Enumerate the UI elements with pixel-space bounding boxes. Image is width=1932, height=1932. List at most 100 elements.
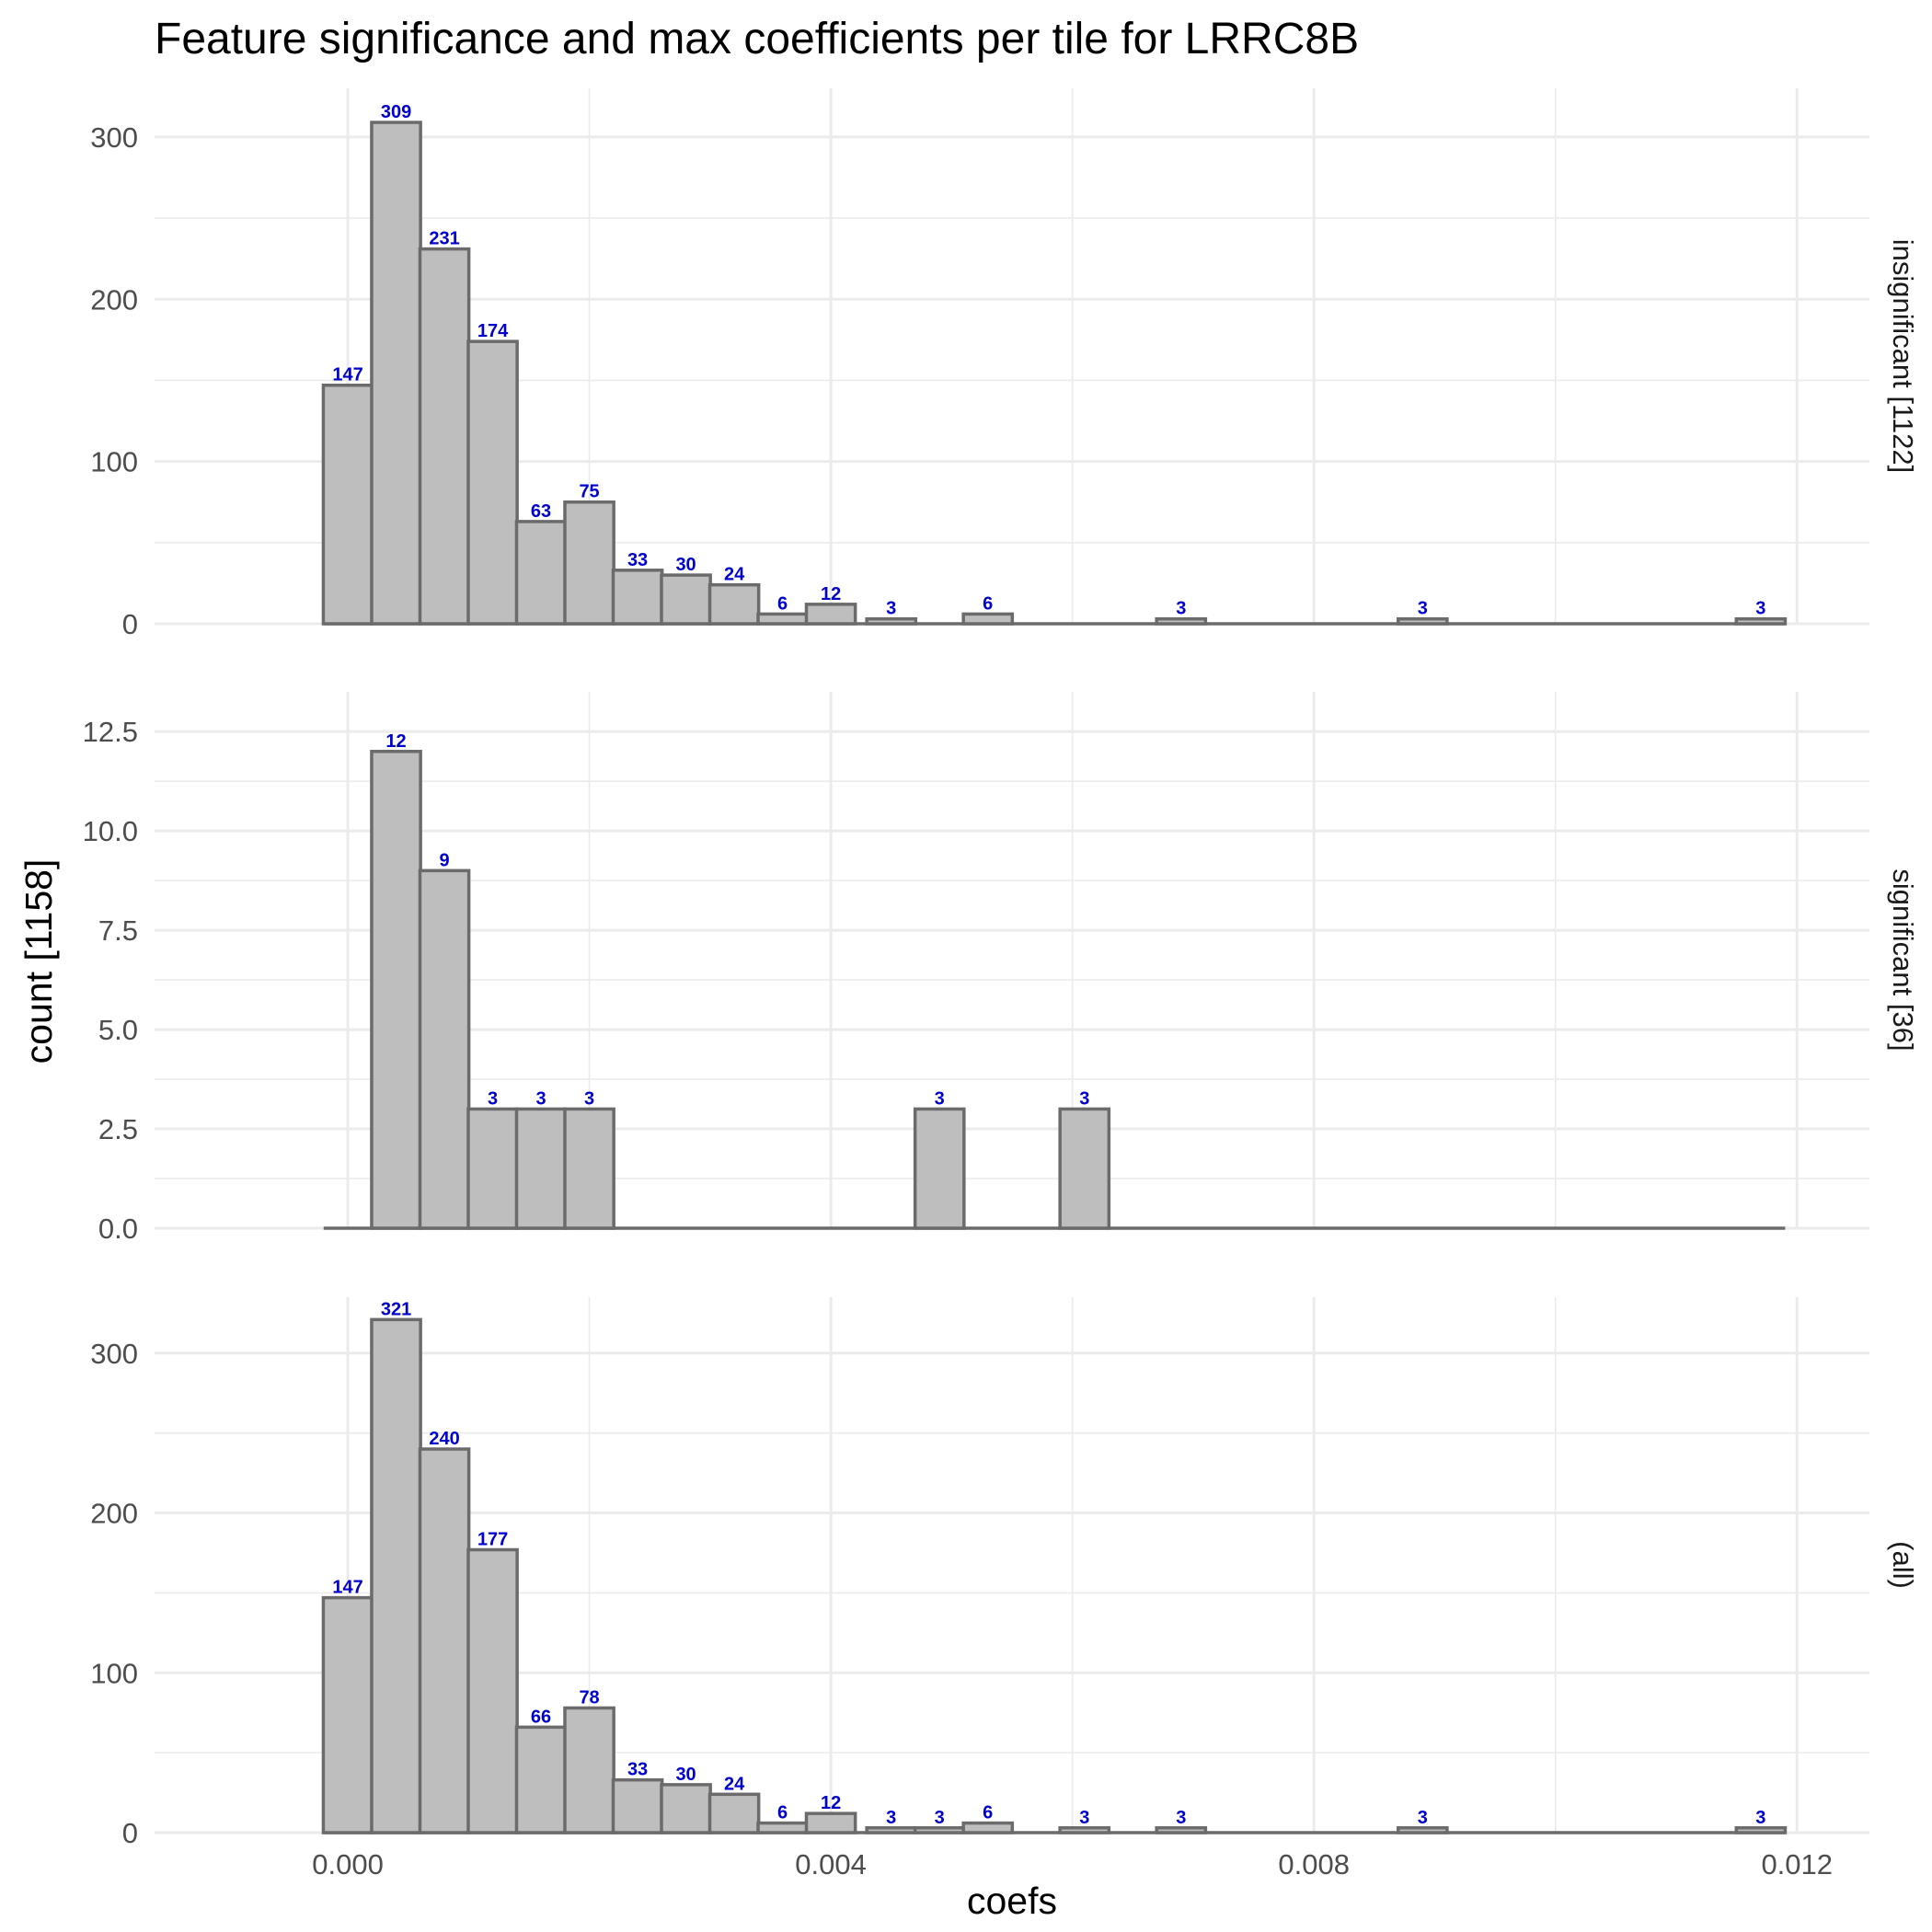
y-tick-label: 100 [90,1657,138,1689]
bar-count-label: 12 [821,1793,841,1813]
histogram-bar [563,500,615,626]
y-tick-label: 2.5 [98,1113,138,1145]
bar-count-label: 177 [477,1529,508,1549]
histogram-bar [370,121,422,626]
histogram-bar [961,1821,1015,1834]
y-tick-label: 0 [122,1817,138,1849]
histogram-bar [514,1725,568,1834]
bar-count-label: 63 [531,501,551,522]
bar-count-label: 30 [675,1765,696,1785]
histogram-bar [1396,616,1449,626]
histogram-bar [466,1547,519,1834]
histogram-bar [514,520,568,626]
y-axis-title: count [1158] [17,859,60,1064]
bar-count-label: 6 [777,593,788,614]
bar-count-label: 24 [724,1774,745,1794]
histogram-bar [707,1792,761,1834]
histogram-bar [466,1107,519,1230]
bar-count-label: 12 [385,731,406,752]
bar-count-label: 3 [584,1088,594,1109]
bar-count-label: 147 [332,365,362,385]
y-tick-label: 300 [90,1338,138,1370]
histogram-bar [418,1447,471,1834]
facet-strip-label: (all) [1887,1541,1919,1589]
histogram-bar [961,612,1015,626]
bar-count-label: 231 [429,229,459,249]
histogram-bar [611,569,664,626]
bar-count-label: 78 [579,1687,599,1708]
bar-count-label: 3 [1079,1808,1089,1828]
bar-count-label: 75 [579,482,599,502]
bar-count-label: 24 [724,565,745,585]
histogram-bar [660,1783,712,1834]
bar-count-label: 3 [1418,1808,1428,1828]
histogram-bar [370,1317,422,1834]
histogram-bar [514,1107,568,1230]
histogram-bar [1396,1826,1449,1834]
histogram-bar [418,868,471,1230]
histogram-bar [321,1595,374,1834]
histogram-bar [804,603,857,626]
x-axis: 0.000 0.004 0.008 0.012 [312,1848,1833,1880]
histogram-bar [756,612,809,626]
bar-count-label: 147 [332,1578,362,1598]
histogram-bar [1155,616,1208,626]
bar-count-label: 66 [531,1707,551,1727]
bar-count-label: 6 [983,593,993,614]
bar-count-label: 12 [821,584,841,604]
x-tick-label: 0.000 [312,1848,384,1880]
histogram-bar [913,1107,966,1230]
bar-count-label: 3 [1176,1808,1186,1828]
histogram-bar [370,750,422,1230]
bar-count-label: 3 [1079,1088,1089,1109]
bar-count-label: 321 [381,1299,411,1319]
y-tick-label: 10.0 [83,815,138,847]
bar-count-label: 30 [675,555,696,575]
y-tick-label: 300 [90,121,138,154]
histogram-bar [321,383,374,626]
histogram-bar [865,1826,918,1834]
x-axis-title: coefs [967,1880,1057,1922]
y-tick-label: 0 [122,608,138,640]
histogram-bar [1734,1826,1788,1834]
bar-count-label: 174 [477,321,509,341]
bar-count-label: 3 [1755,1808,1765,1828]
bar-count-label: 33 [627,1760,648,1780]
y-tick-label: 0.0 [98,1213,138,1245]
bar-count-label: 3 [935,1088,945,1109]
bar-count-label: 33 [627,550,648,570]
y-tick-label: 5.0 [98,1014,138,1046]
bar-count-label: 3 [886,599,896,619]
histogram-bar [418,247,471,626]
histogram-bar [1058,1826,1111,1834]
x-tick-label: 0.008 [1278,1848,1350,1880]
y-tick-label: 100 [90,446,138,478]
histogram-bar [1155,1826,1208,1834]
histogram-bar [707,582,761,626]
bar-count-label: 3 [886,1808,896,1828]
histogram-bar [611,1777,664,1834]
bar-count-label: 3 [535,1088,546,1109]
x-tick-label: 0.004 [795,1848,867,1880]
histogram-bar [563,1107,615,1230]
histogram-bar [804,1811,857,1834]
histogram-bar [466,339,519,626]
y-tick-label: 200 [90,1498,138,1530]
facet-strip-label: significant [36] [1887,868,1919,1051]
chart-title: Feature significance and max coefficient… [155,15,1359,63]
histogram-bar [913,1826,966,1834]
bar-count-label: 3 [1755,599,1765,619]
facet-strip-label: insignificant [1122] [1887,239,1919,473]
histogram-bar [563,1706,615,1834]
bar-count-label: 6 [777,1803,788,1823]
bar-count-label: 3 [1418,599,1428,619]
panel-2: 0.0 2.5 5.0 7.5 10.0 12.5 12 9 3 3 3 3 3 significant … [83,692,1919,1245]
y-tick-label: 12.5 [83,716,138,748]
y-tick-label: 7.5 [98,914,138,947]
bar-count-label: 3 [488,1088,498,1109]
histogram-bar [865,616,918,626]
